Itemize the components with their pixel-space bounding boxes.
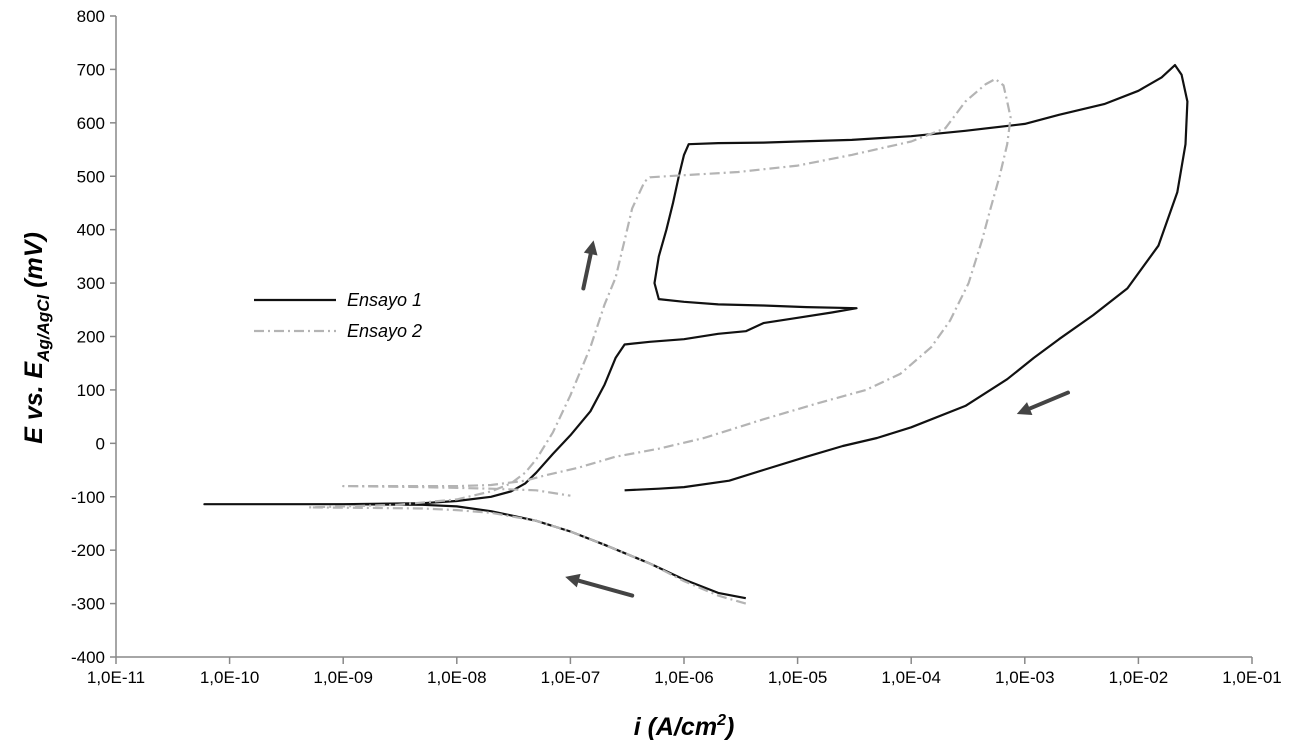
y-tick-label: 400 (77, 221, 105, 240)
y-tick-label: 200 (77, 328, 105, 347)
x-tick-label: 1,0E-01 (1222, 668, 1282, 687)
y-tick-label: 800 (77, 7, 105, 26)
legend: Ensayo 1 Ensayo 2 (254, 290, 422, 341)
arrow-down-left (1016, 390, 1070, 416)
legend-label-2: Ensayo 2 (347, 321, 422, 341)
legend-label-1: Ensayo 1 (347, 290, 422, 310)
y-tick-label: 0 (96, 434, 105, 453)
series-layer (203, 63, 1189, 605)
y-tick-label: 100 (77, 381, 105, 400)
x-tick-label: 1,0E-06 (654, 668, 714, 687)
y-axis-title: E vs. EAg/AgCl (mV) (20, 232, 53, 444)
x-axis-title: i (A/cm2) (634, 712, 735, 741)
annotation-arrows (565, 240, 1070, 598)
x-tick-label: 1,0E-05 (768, 668, 828, 687)
x-tick-label: 1,0E-09 (313, 668, 373, 687)
x-tick-label: 1,0E-10 (200, 668, 260, 687)
y-tick-label: 700 (77, 60, 105, 79)
series-line-1 (203, 63, 1189, 600)
arrow-up (581, 240, 598, 291)
x-tick-label: 1,0E-08 (427, 668, 487, 687)
y-tick-label: -400 (71, 648, 105, 667)
y-axis: -400 -300 -200 -100 0 100 200 300 400 500 600 700 80… (71, 7, 117, 667)
y-tick-label: -300 (71, 595, 105, 614)
x-tick-label: 1,0E-07 (541, 668, 601, 687)
x-tick-label: 1,0E-04 (881, 668, 941, 687)
y-tick-label: -200 (71, 541, 105, 560)
y-tick-label: 500 (77, 167, 105, 186)
x-tick-label: 1,0E-02 (1109, 668, 1169, 687)
arrow-left (565, 573, 635, 598)
x-axis: 1,0E-11 1,0E-10 1,0E-09 1,0E-08 1,0E-07 1,0E-… (87, 656, 1282, 687)
series-line-2 (307, 77, 1012, 605)
y-tick-label: 600 (77, 114, 105, 133)
x-tick-label: 1,0E-11 (87, 668, 145, 687)
y-tick-label: 300 (77, 274, 105, 293)
y-tick-label: -100 (71, 488, 105, 507)
x-tick-label: 1,0E-03 (995, 668, 1055, 687)
